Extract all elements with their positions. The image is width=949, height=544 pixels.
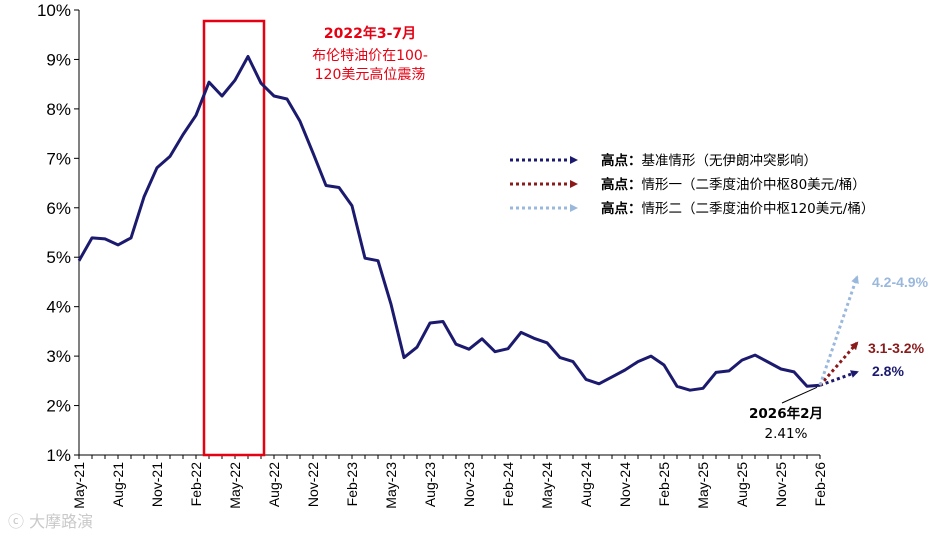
- legend-entry: 高点：情形一（二季度油价中枢80美元/桶）: [601, 176, 866, 193]
- y-tick-label: 2%: [46, 397, 71, 416]
- x-tick-label: Aug-21: [110, 462, 126, 507]
- legend-entry-text: 基准情形（无伊朗冲突影响）: [642, 152, 818, 169]
- y-tick-label: 1%: [46, 446, 71, 465]
- y-tick-label: 6%: [46, 199, 71, 218]
- y-tick-label: 8%: [46, 100, 71, 119]
- legend-entry: 高点：情形二（二季度油价中枢120美元/桶）: [601, 200, 874, 217]
- x-tick-label: May-25: [695, 462, 711, 509]
- scenario-arrow: [819, 370, 859, 387]
- x-tick-label: Feb-25: [656, 462, 672, 507]
- callout-value: 2.41%: [765, 426, 808, 442]
- watermark: ⓒ 大摩路演: [8, 508, 93, 532]
- x-tick-label: Nov-23: [461, 462, 477, 507]
- legend-entry-prefix: 高点：: [601, 176, 642, 193]
- x-tick-label: Feb-26: [812, 462, 828, 507]
- legend-entry: 高点：基准情形（无伊朗冲突影响）: [601, 152, 817, 169]
- x-tick-label: Feb-23: [344, 462, 360, 507]
- y-tick-label: 3%: [46, 347, 71, 366]
- x-tick-label: Nov-22: [305, 462, 321, 507]
- latest-value-callout: 2026年2月 2.41%: [749, 386, 823, 442]
- x-tick-label: Nov-24: [617, 462, 633, 507]
- x-tick-label: Aug-25: [734, 462, 750, 507]
- highlight-title: 2022年3-7月: [324, 25, 416, 42]
- highlight-text-line: 布伦特油价在100-: [312, 48, 428, 64]
- scenario-label: 2.8%: [872, 363, 904, 379]
- x-tick-label: Aug-22: [266, 462, 282, 507]
- x-tick-label: Feb-22: [188, 462, 204, 507]
- y-axis-ticks: 1% 2% 3% 4% 5% 6% 7% 8% 9% 10%: [37, 1, 79, 465]
- legend-entry-text: 情形一（二季度油价中枢80美元/桶）: [642, 177, 866, 193]
- x-axis-ticks: May-21 Aug-21 Nov-21 Feb-22 May-22 Aug-22 Nov-…: [71, 455, 828, 509]
- y-tick-label: 7%: [46, 149, 71, 168]
- x-tick-label: Aug-24: [578, 462, 594, 507]
- axes: [78, 10, 820, 456]
- legend-entry-text: 情形二（二季度油价中枢120美元/桶）: [642, 201, 875, 217]
- y-tick-label: 10%: [37, 1, 71, 20]
- watermark-text: 大摩路演: [29, 512, 94, 531]
- series-line: [77, 55, 821, 392]
- y-tick-label: 9%: [46, 50, 71, 69]
- callout-title: 2026年2月: [749, 405, 823, 422]
- scenario-arrow: [818, 275, 859, 386]
- watermark-icon: ⓒ: [8, 512, 30, 531]
- x-tick-label: May-22: [227, 462, 243, 509]
- x-tick-label: May-24: [539, 462, 555, 509]
- scenario-label: 3.1-3.2%: [868, 340, 925, 356]
- x-tick-label: Nov-25: [773, 462, 789, 507]
- scenario-label: 4.2-4.9%: [872, 274, 929, 290]
- legend-entry-prefix: 高点：: [601, 200, 642, 217]
- highlight-text-line: 120美元高位震荡: [315, 66, 426, 83]
- x-tick-label: Aug-23: [422, 462, 438, 507]
- x-tick-label: May-21: [71, 462, 87, 509]
- y-tick-label: 5%: [46, 248, 71, 267]
- y-tick-label: 4%: [46, 298, 71, 317]
- x-tick-label: Nov-21: [149, 462, 165, 507]
- highlight-box: [202, 19, 266, 457]
- x-tick-label: Feb-24: [500, 462, 516, 507]
- legend: 高点：基准情形（无伊朗冲突影响）高点：情形一（二季度油价中枢80美元/桶）高点：…: [510, 152, 874, 217]
- callout-leader: [781, 386, 818, 404]
- x-tick-label: May-23: [383, 462, 399, 509]
- scenario-projections: 2.8% 3.1-3.2% 4.2-4.9%: [818, 274, 929, 387]
- series-layer: [77, 55, 821, 392]
- legend-entry-prefix: 高点：: [601, 152, 642, 169]
